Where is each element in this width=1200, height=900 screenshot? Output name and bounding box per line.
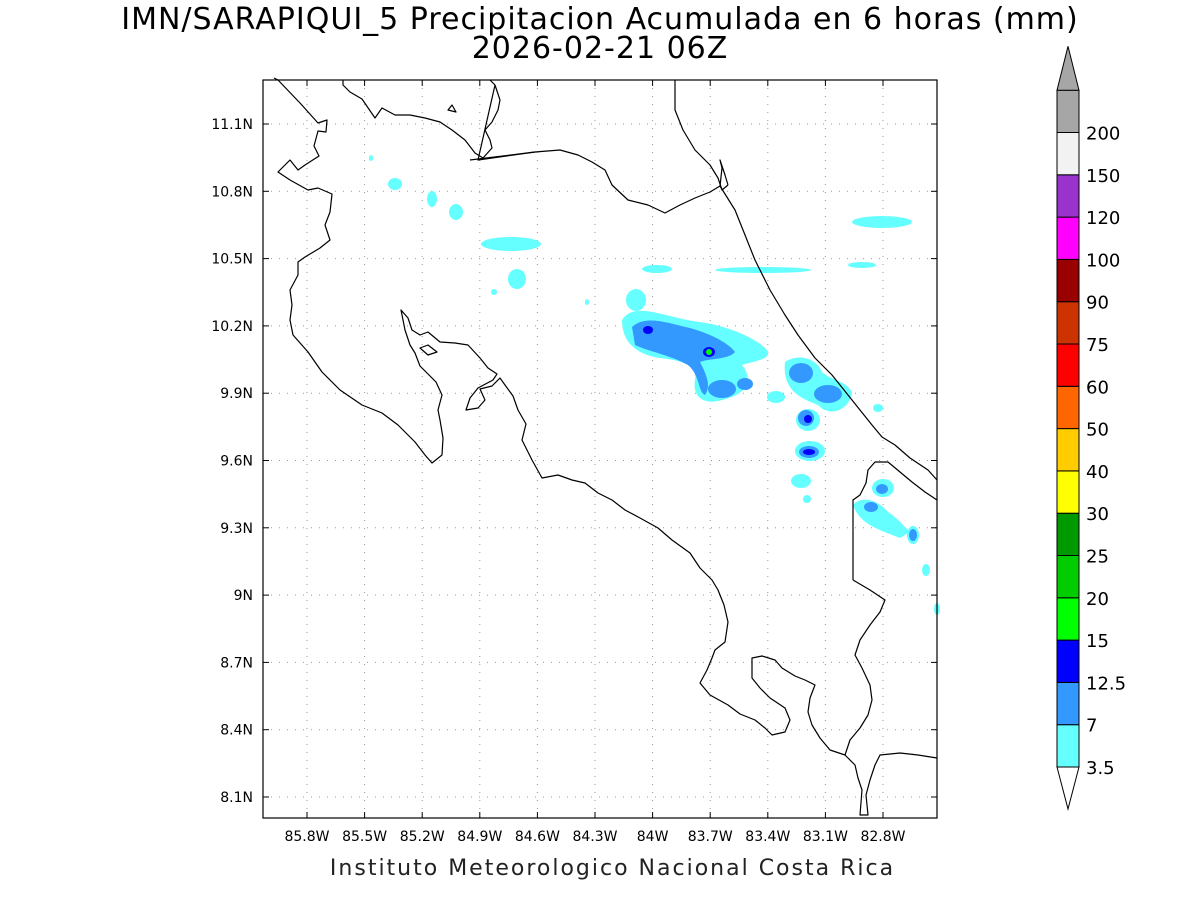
lon-tick-label: 83.1W (803, 829, 848, 845)
lat-tick-label: 9N (234, 588, 253, 604)
colorbar-label: 3.5 (1086, 758, 1115, 779)
precip-band-15 (706, 349, 712, 355)
lon-tick-label: 85.8W (284, 829, 329, 845)
colorbar-swatch (1056, 89, 1080, 133)
colorbar-swatch (1056, 216, 1080, 260)
colorbar-label: 15 (1086, 631, 1109, 652)
colorbar-swatch (1056, 639, 1080, 683)
colorbar-label: 20 (1086, 589, 1109, 610)
lat-tick-label: 11.1N (211, 117, 253, 133)
colorbar-label: 90 (1086, 293, 1109, 314)
colorbar-label: 7 (1086, 716, 1097, 737)
colorbar-swatch (1056, 343, 1080, 387)
lon-tick-label: 84.6W (515, 829, 560, 845)
lat-tick-label: 10.2N (211, 319, 253, 335)
lat-tick-label: 9.6N (220, 454, 253, 470)
colorbar-label: 40 (1086, 462, 1109, 483)
coastline-borders (273, 77, 938, 816)
lon-tick-label: 82.8W (860, 829, 905, 845)
lon-tick-label: 85.5W (342, 829, 387, 845)
colorbar-swatch (1056, 597, 1080, 641)
colorbar-swatch (1056, 174, 1080, 218)
precip-band-3-5 (369, 155, 940, 615)
lon-tick-label: 84.9W (457, 829, 502, 845)
colorbar-label: 12.5 (1086, 673, 1126, 694)
colorbar-label: 150 (1086, 166, 1120, 187)
colorbar-label: 50 (1086, 420, 1109, 441)
colorbar-label: 200 (1086, 124, 1120, 145)
map-subtitle: 2026-02-21 06Z (471, 31, 729, 66)
colorbar-swatch (1056, 512, 1080, 557)
map-frame (262, 79, 938, 819)
lat-tick-label: 9.9N (220, 386, 253, 402)
lat-tick-label: 8.7N (220, 655, 253, 671)
lat-tick-label: 9.3N (220, 521, 253, 537)
colorbar-label: 60 (1086, 377, 1109, 398)
colorbar-label: 75 (1086, 335, 1109, 356)
lon-tick-label: 83.7W (688, 829, 733, 845)
colorbar-swatch (1056, 301, 1080, 345)
precip-colorbar: 3.5 7 12.5 15 20 25 30 40 50 60 75 90 100 120 150 200 (1056, 46, 1126, 811)
colorbar-swatch (1056, 385, 1080, 430)
colorbar-swatch (1056, 470, 1080, 514)
lat-tick-label: 10.5N (211, 252, 253, 268)
colorbar-swatch (1056, 428, 1080, 472)
lon-tick-label: 84W (637, 829, 669, 845)
colorbar-label: 120 (1086, 208, 1120, 229)
colorbar-bottom-arrow (1056, 766, 1080, 811)
lon-tick-label: 85.2W (400, 829, 445, 845)
footer-credit: Instituto Meteorologico Nacional Costa R… (329, 856, 896, 881)
longitude-axis: 85.8W 85.5W 85.2W 84.9W 84.6W 84.3W 84W 83.7W 83… (284, 80, 906, 845)
colorbar-top-arrow (1056, 46, 1080, 91)
lon-tick-label: 83.4W (745, 829, 790, 845)
latitude-axis: 11.1N 10.8N 10.5N 10.2N 9.9N 9.6N 9.3N 9N 8.7N 8.… (211, 117, 937, 806)
colorbar-label: 100 (1086, 250, 1120, 271)
map-gridlines (263, 80, 937, 818)
colorbar-swatch (1056, 724, 1080, 768)
colorbar-swatch (1056, 681, 1080, 726)
colorbar-swatch (1056, 132, 1080, 176)
lat-tick-label: 10.8N (211, 184, 253, 200)
lon-tick-label: 84.3W (572, 829, 617, 845)
lat-tick-label: 8.4N (220, 723, 253, 739)
colorbar-swatch (1056, 555, 1080, 599)
colorbar-label: 30 (1086, 504, 1109, 525)
colorbar-swatch (1056, 258, 1080, 303)
lat-tick-label: 8.1N (220, 790, 253, 806)
precip-band-7 (632, 320, 917, 541)
map-title: IMN/SARAPIQUI_5 Precipitacion Acumulada … (121, 2, 1079, 37)
colorbar-label: 25 (1086, 547, 1109, 568)
